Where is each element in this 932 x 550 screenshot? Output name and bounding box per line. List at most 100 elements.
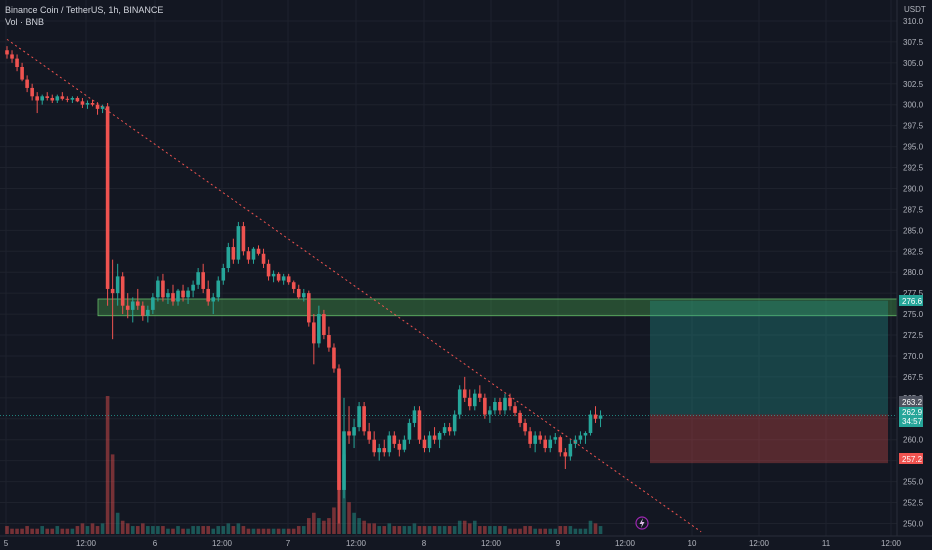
candle-body: [70, 97, 75, 100]
volume-bar: [327, 518, 331, 534]
candle-body: [141, 305, 145, 316]
candle-body: [90, 103, 95, 105]
volume-bar: [55, 526, 60, 534]
candle-body: [110, 288, 115, 294]
x-tick-label: 6: [153, 539, 158, 548]
lightning-icon[interactable]: [635, 516, 649, 530]
volume-bar: [422, 526, 427, 534]
candle-body: [447, 427, 452, 432]
target-badge-text: 276.6: [902, 297, 923, 306]
volume-bar: [221, 526, 226, 534]
candle-body: [181, 290, 185, 298]
volume-bar: [533, 528, 537, 534]
volume-bar: [85, 526, 90, 534]
candle-body: [437, 432, 442, 440]
candle-body: [166, 293, 170, 298]
candle-body: [357, 406, 361, 428]
volume-bar: [462, 520, 467, 534]
candle-body: [387, 435, 392, 453]
candle-body: [342, 431, 346, 490]
candle-body: [583, 432, 588, 436]
volume-bar: [472, 520, 477, 534]
candle-body: [322, 314, 326, 335]
volume-bar: [110, 454, 115, 534]
y-tick-label: 307.5: [903, 38, 924, 47]
volume-bar: [397, 526, 402, 534]
volume-bar: [558, 526, 563, 534]
candle-body: [457, 389, 462, 415]
candle-body: [317, 314, 321, 344]
candle-body: [25, 79, 29, 88]
volume-bar: [478, 526, 482, 534]
candle-body: [392, 435, 397, 444]
volume-bar: [271, 528, 276, 534]
y-tick-label: 287.5: [903, 205, 924, 214]
candle-body: [246, 251, 251, 260]
candle-body: [588, 414, 593, 433]
trendline[interactable]: [6, 38, 702, 533]
candle-body: [105, 106, 110, 289]
y-tick-label: 267.5: [903, 373, 924, 382]
candle-body: [35, 96, 39, 101]
volume-bar: [176, 526, 180, 534]
candle-body: [30, 87, 34, 97]
volume-bar: [40, 526, 45, 534]
candle-body: [171, 293, 175, 302]
volume-bar: [357, 518, 361, 534]
candle-body: [301, 293, 306, 298]
y-tick-label: 280.0: [903, 268, 924, 277]
volume-bar: [322, 520, 326, 534]
candle-body: [568, 443, 573, 457]
volume-bar: [5, 526, 9, 534]
candle-body: [251, 248, 256, 260]
volume-bar: [437, 526, 442, 534]
volume-bar: [125, 523, 130, 534]
candle-body: [15, 58, 19, 67]
candle-body: [417, 410, 422, 440]
candle-body: [412, 410, 417, 423]
candle-body: [156, 280, 160, 298]
candle-body: [538, 435, 542, 440]
volume-bar: [241, 526, 246, 534]
x-tick-label: 7: [286, 539, 291, 548]
volume-bar: [226, 523, 231, 534]
y-tick-label: 252.5: [903, 499, 924, 508]
volume-bar: [548, 528, 553, 534]
volume-bar: [156, 526, 160, 534]
volume-bar: [493, 526, 497, 534]
x-tick-label: 12:00: [346, 539, 367, 548]
candle-body: [593, 414, 598, 419]
candle-body: [472, 393, 477, 407]
candle-body: [191, 284, 195, 291]
candle-body: [20, 67, 24, 80]
candle-body: [513, 406, 517, 413]
y-tick-label: 290.0: [903, 184, 924, 193]
candle-body: [236, 226, 241, 260]
volume-bar: [90, 523, 95, 534]
volume-bar: [151, 526, 155, 534]
volume-bar: [60, 528, 65, 534]
x-tick-label: 8: [422, 539, 427, 548]
candle-body: [498, 402, 502, 411]
candle-body: [422, 439, 427, 449]
candle-body: [161, 280, 165, 298]
candle-body: [286, 276, 291, 283]
candle-body: [488, 410, 492, 415]
volume-legend: Vol · BNB: [5, 17, 45, 27]
candle-body: [362, 406, 366, 432]
x-tick-label: 12:00: [749, 539, 770, 548]
candle-body: [367, 431, 371, 440]
countdown-text: 34:57: [902, 417, 923, 426]
volume-bar: [442, 526, 447, 534]
candle-body: [226, 247, 231, 268]
time-axis[interactable]: 5 12:00 6 12:00 7 12:00 8 12:00 9 12:00 10 12:00 11 1…: [4, 539, 902, 548]
y-tick-label: 310.0: [903, 17, 924, 26]
volume-bar: [412, 523, 417, 534]
candle-body: [45, 96, 50, 98]
candle-body: [312, 322, 316, 344]
volume-bar: [372, 523, 376, 534]
y-tick-label: 295.0: [903, 143, 924, 152]
candle-body: [100, 106, 105, 109]
